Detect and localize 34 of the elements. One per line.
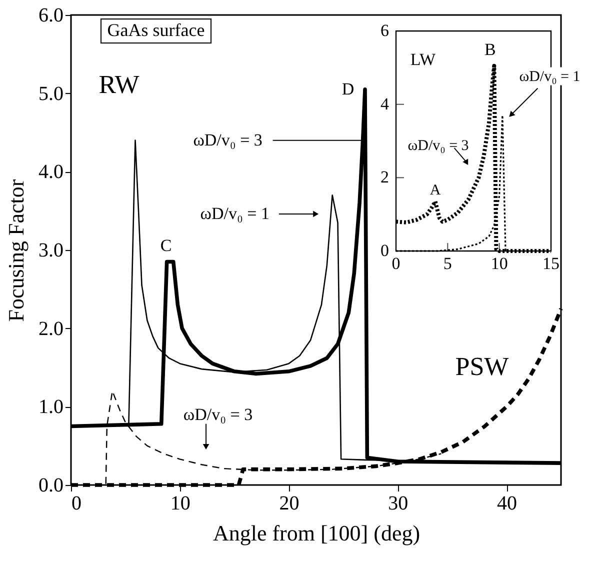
annotation: B	[484, 40, 496, 59]
y-tick-label: 6	[380, 21, 389, 40]
annotation: ωD/v₀ = 1	[519, 69, 580, 86]
x-axis-title: Angle from [100] (deg)	[212, 520, 420, 546]
annotation: D	[342, 79, 354, 98]
y-tick-label: 2	[380, 168, 389, 187]
annotation: GaAs surface	[107, 20, 205, 40]
x-tick-label: 5	[443, 254, 452, 273]
x-tick-label: 20	[279, 492, 300, 514]
y-tick-label: 1.0	[38, 396, 64, 418]
annotation: ωD/v₀ = 3	[193, 130, 262, 150]
y-tick-label: 4.0	[38, 161, 64, 184]
x-tick-label: 0	[72, 492, 82, 514]
annotation: LW	[410, 50, 437, 69]
y-tick-label: 0.0	[38, 474, 64, 496]
annotation: RW	[98, 70, 140, 99]
annotation: ωD/v₀ = 1	[200, 204, 270, 223]
y-tick-label: 3.0	[38, 240, 64, 262]
x-tick-label: 10	[170, 492, 190, 514]
x-tick-label: 40	[497, 492, 518, 514]
y-axis-title: Focusing Factor	[4, 178, 28, 322]
y-tick-label: 5.0	[38, 82, 64, 105]
x-tick-label: 15	[542, 254, 560, 273]
annotation: ωD/v₀ = 3	[408, 138, 469, 154]
y-tick-label: 6.0	[38, 4, 64, 26]
y-tick-label: 4	[380, 94, 390, 114]
annotation: A	[430, 182, 441, 198]
y-tick-label: 2.0	[38, 318, 64, 340]
annotation: ωD/v₀ = 3	[183, 404, 253, 424]
y-tick-label: 0	[380, 241, 389, 260]
x-tick-label: 10	[490, 254, 508, 273]
x-tick-label: 30	[388, 492, 408, 514]
annotation: PSW	[455, 352, 510, 381]
annotation: C	[160, 236, 172, 255]
